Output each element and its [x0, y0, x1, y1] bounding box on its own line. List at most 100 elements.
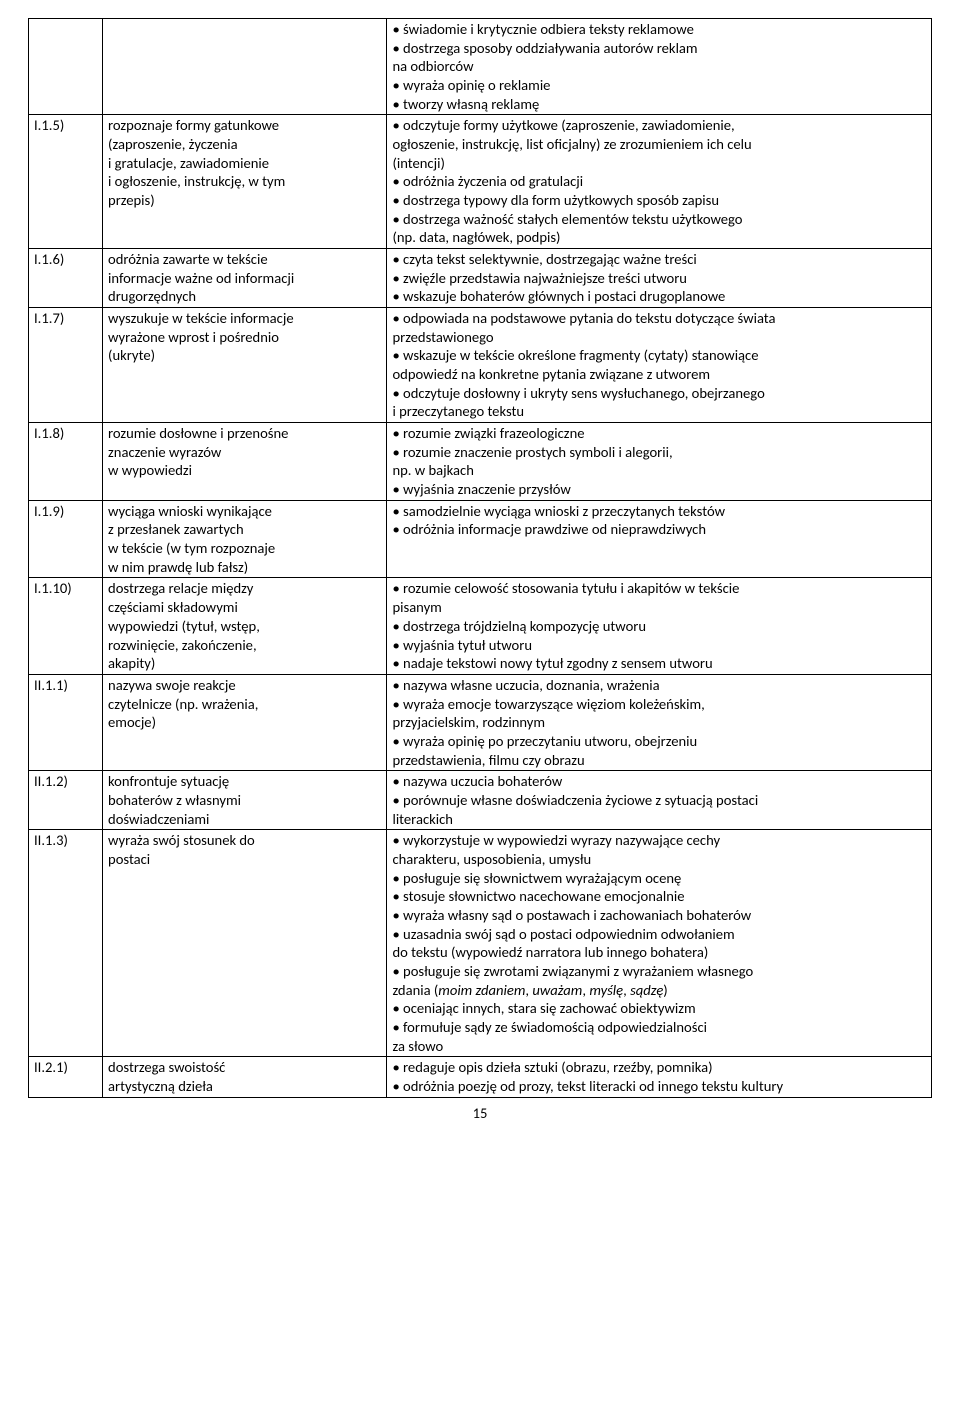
text-line: informacje ważne od informacji	[108, 269, 381, 288]
text-line: • odróżnia informacje prawdziwe od niepr…	[392, 520, 926, 539]
details-cell: • nazywa uczucia bohaterów• porównuje wł…	[387, 771, 932, 830]
text-line: literackich	[392, 810, 926, 829]
text-line: i przeczytanego tekstu	[392, 402, 926, 421]
text-line: zdania (moim zdaniem, uważam, myślę, sąd…	[392, 981, 926, 1000]
text-line: • dostrzega ważność stałych elementów te…	[392, 210, 926, 229]
text-line: artystyczną dzieła	[108, 1077, 381, 1096]
code-cell	[29, 19, 103, 115]
text-line: i gratulacje, zawiadomienie	[108, 154, 381, 173]
table-row: I.1.7)wyszukuje w tekście informacjewyra…	[29, 308, 932, 423]
text-line: • czyta tekst selektywnie, dostrzegając …	[392, 250, 926, 269]
text-line: • świadomie i krytycznie odbiera teksty …	[392, 20, 926, 39]
text-line: • formułuje sądy ze świadomością odpowie…	[392, 1018, 926, 1037]
text-line: • redaguje opis dzieła sztuki (obrazu, r…	[392, 1058, 926, 1077]
details-cell: • odpowiada na podstawowe pytania do tek…	[387, 308, 932, 423]
text-line: czytelnicze (np. wrażenia,	[108, 695, 381, 714]
details-cell: • wykorzystuje w wypowiedzi wyrazy nazyw…	[387, 830, 932, 1057]
text-line: • wykorzystuje w wypowiedzi wyrazy nazyw…	[392, 831, 926, 850]
text-line: (zaproszenie, życzenia	[108, 135, 381, 154]
text-line: wyrażone wprost i pośrednio	[108, 328, 381, 347]
text-line: bohaterów z własnymi	[108, 791, 381, 810]
text-line: • odczytuje formy użytkowe (zaproszenie,…	[392, 116, 926, 135]
details-cell: • odczytuje formy użytkowe (zaproszenie,…	[387, 115, 932, 249]
code-cell: I.1.9)	[29, 500, 103, 578]
table-row: I.1.5)rozpoznaje formy gatunkowe(zaprosz…	[29, 115, 932, 249]
text-line: • dostrzega trójdzielną kompozycję utwor…	[392, 617, 926, 636]
text-line: • wyraża własny sąd o postawach i zachow…	[392, 906, 926, 925]
descriptor-cell: dostrzega swoistośćartystyczną dzieła	[103, 1057, 387, 1097]
text-line: wyraża swój stosunek do	[108, 831, 381, 850]
details-cell: • nazywa własne uczucia, doznania, wraże…	[387, 674, 932, 770]
descriptor-cell	[103, 19, 387, 115]
text-line: przedstawienia, filmu czy obrazu	[392, 751, 926, 770]
text-line: • odpowiada na podstawowe pytania do tek…	[392, 309, 926, 328]
text-line: emocje)	[108, 713, 381, 732]
descriptor-cell: rozpoznaje formy gatunkowe(zaproszenie, …	[103, 115, 387, 249]
text-line: • wyjaśnia tytuł utworu	[392, 636, 926, 655]
text-line: • zwięźle przedstawia najważniejsze treś…	[392, 269, 926, 288]
text-line: • oceniając innych, stara się zachować o…	[392, 999, 926, 1018]
text-line: • rozumie celowość stosowania tytułu i a…	[392, 579, 926, 598]
text-line: w wypowiedzi	[108, 461, 381, 480]
details-cell: • czyta tekst selektywnie, dostrzegając …	[387, 249, 932, 308]
code-cell: I.1.7)	[29, 308, 103, 423]
text-line: • porównuje własne doświadczenia życiowe…	[392, 791, 926, 810]
text-line: • nazywa uczucia bohaterów	[392, 772, 926, 791]
code-cell: I.1.10)	[29, 578, 103, 674]
descriptor-cell: wyszukuje w tekście informacjewyrażone w…	[103, 308, 387, 423]
text-line: • dostrzega sposoby oddziaływania autoró…	[392, 39, 926, 58]
text-line: • tworzy własną reklamę	[392, 95, 926, 114]
text-line: • wyraża opinię po przeczytaniu utworu, …	[392, 732, 926, 751]
code-cell: I.1.5)	[29, 115, 103, 249]
details-cell: • świadomie i krytycznie odbiera teksty …	[387, 19, 932, 115]
text-line: • wskazuje bohaterów głównych i postaci …	[392, 287, 926, 306]
table-row: I.1.6)odróżnia zawarte w tekścieinformac…	[29, 249, 932, 308]
text-line: wyszukuje w tekście informacje	[108, 309, 381, 328]
text-line: wyciąga wnioski wynikające	[108, 502, 381, 521]
curriculum-table: • świadomie i krytycznie odbiera teksty …	[28, 18, 932, 1098]
text-line: odpowiedź na konkretne pytania związane …	[392, 365, 926, 384]
details-cell: • rozumie celowość stosowania tytułu i a…	[387, 578, 932, 674]
page-number: 15	[28, 1104, 932, 1123]
text-line: • rozumie związki frazeologiczne	[392, 424, 926, 443]
text-line: na odbiorców	[392, 57, 926, 76]
text-line: • samodzielnie wyciąga wnioski z przeczy…	[392, 502, 926, 521]
text-line: w nim prawdę lub fałsz)	[108, 558, 381, 577]
text-line: • odróżnia życzenia od gratulacji	[392, 172, 926, 191]
text-line: • odróżnia poezję od prozy, tekst litera…	[392, 1077, 926, 1096]
text-line: • posługuje się słownictwem wyrażającym …	[392, 869, 926, 888]
code-cell: II.1.3)	[29, 830, 103, 1057]
code-cell: I.1.8)	[29, 423, 103, 501]
descriptor-cell: wyraża swój stosunek dopostaci	[103, 830, 387, 1057]
table-row: II.1.3)wyraża swój stosunek dopostaci • w…	[29, 830, 932, 1057]
descriptor-cell: dostrzega relacje międzyczęściami składo…	[103, 578, 387, 674]
table-row: II.2.1)dostrzega swoistośćartystyczną dz…	[29, 1057, 932, 1097]
details-cell: • samodzielnie wyciąga wnioski z przeczy…	[387, 500, 932, 578]
text-line: • odczytuje dosłowny i ukryty sens wysłu…	[392, 384, 926, 403]
text-line: do tekstu (wypowiedź narratora lub inneg…	[392, 943, 926, 962]
code-cell: I.1.6)	[29, 249, 103, 308]
text-line: dostrzega swoistość	[108, 1058, 381, 1077]
text-line: dostrzega relacje między	[108, 579, 381, 598]
table-row: II.1.2)konfrontuje sytuacjębohaterów z w…	[29, 771, 932, 830]
text-line: (ukryte)	[108, 346, 381, 365]
text-line: (intencji)	[392, 154, 926, 173]
text-line: konfrontuje sytuację	[108, 772, 381, 791]
text-line: przepis)	[108, 191, 381, 210]
details-cell: • rozumie związki frazeologiczne• rozumi…	[387, 423, 932, 501]
text-line: rozpoznaje formy gatunkowe	[108, 116, 381, 135]
text-line: • nazywa własne uczucia, doznania, wraże…	[392, 676, 926, 695]
text-line: w tekście (w tym rozpoznaje	[108, 539, 381, 558]
text-line: przyjacielskim, rodzinnym	[392, 713, 926, 732]
text-line: nazywa swoje reakcje	[108, 676, 381, 695]
text-line: wypowiedzi (tytuł, wstęp,	[108, 617, 381, 636]
text-line: • nadaje tekstowi nowy tytuł zgodny z se…	[392, 654, 926, 673]
text-line: i ogłoszenie, instrukcję, w tym	[108, 172, 381, 191]
table-row: • świadomie i krytycznie odbiera teksty …	[29, 19, 932, 115]
text-line: znaczenie wyrazów	[108, 443, 381, 462]
text-line: rozumie dosłowne i przenośne	[108, 424, 381, 443]
descriptor-cell: nazywa swoje reakcjeczytelnicze (np. wra…	[103, 674, 387, 770]
code-cell: II.1.1)	[29, 674, 103, 770]
text-line: z przesłanek zawartych	[108, 520, 381, 539]
text-line: • wyjaśnia znaczenie przysłów	[392, 480, 926, 499]
